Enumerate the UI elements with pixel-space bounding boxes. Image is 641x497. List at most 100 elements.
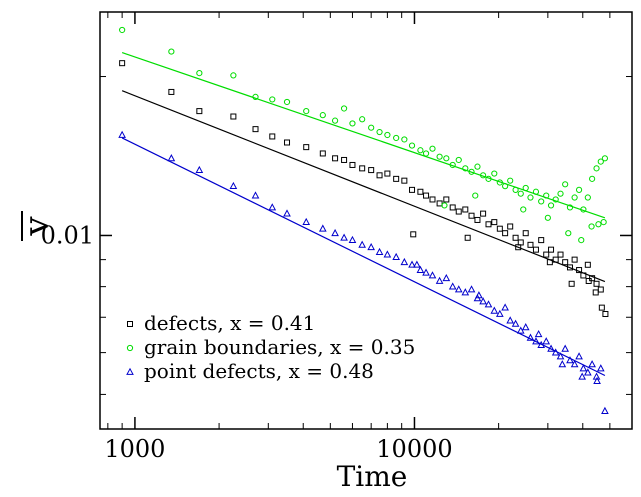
data-point-series-1 xyxy=(340,105,348,112)
data-point-series-2 xyxy=(118,130,126,138)
data-point-series-2 xyxy=(526,333,535,341)
fit-line-series-0 xyxy=(121,90,606,283)
data-point-series-2 xyxy=(454,285,463,293)
data-point-series-2 xyxy=(579,364,588,372)
data-point-series-2 xyxy=(511,319,520,327)
data-point-series-2 xyxy=(229,181,238,190)
data-point-series-1 xyxy=(544,214,551,221)
data-point-series-0 xyxy=(480,210,487,217)
data-point-series-1 xyxy=(480,172,487,179)
data-point-series-0 xyxy=(576,267,583,274)
data-point-series-2 xyxy=(484,300,493,308)
data-point-series-0 xyxy=(517,239,524,246)
data-point-series-0 xyxy=(584,261,591,268)
data-point-series-2 xyxy=(400,257,409,266)
data-point-series-2 xyxy=(506,316,515,324)
data-point-series-1 xyxy=(359,116,366,123)
data-point-series-2 xyxy=(251,191,260,199)
data-point-series-1 xyxy=(547,202,555,209)
data-point-series-1 xyxy=(429,145,436,152)
data-point-series-0 xyxy=(269,133,276,140)
data-point-series-2 xyxy=(583,368,592,376)
data-point-series-2 xyxy=(542,337,551,345)
data-point-series-1 xyxy=(588,223,595,230)
data-point-series-1 xyxy=(401,136,408,143)
data-point-series-1 xyxy=(496,179,503,186)
data-point-series-2 xyxy=(283,209,291,217)
data-point-series-0 xyxy=(602,311,609,318)
data-point-series-0 xyxy=(562,259,569,266)
data-point-series-1 xyxy=(449,161,456,169)
data-point-series-0 xyxy=(592,289,599,296)
data-point-series-1 xyxy=(517,190,524,197)
data-point-series-0 xyxy=(376,172,383,179)
data-point-series-0 xyxy=(417,188,424,195)
x-axis-title: Time xyxy=(337,460,408,493)
data-point-series-2 xyxy=(340,233,348,241)
data-point-series-2 xyxy=(575,352,583,360)
data-point-series-0 xyxy=(485,221,492,228)
data-point-series-0 xyxy=(580,272,587,279)
data-point-series-2 xyxy=(596,364,605,372)
legend-label-series-2: point defects, x = 0.48 xyxy=(144,359,374,383)
data-point-series-2 xyxy=(435,276,444,284)
data-point-series-2 xyxy=(566,356,574,364)
data-point-series-1 xyxy=(562,181,569,188)
data-point-series-2 xyxy=(375,247,384,256)
data-point-series-2 xyxy=(392,252,400,260)
data-point-series-1 xyxy=(595,221,602,228)
data-point-series-1 xyxy=(538,198,545,205)
data-point-series-0 xyxy=(196,108,203,115)
data-point-series-0 xyxy=(462,206,469,213)
plot-frame xyxy=(99,11,633,430)
data-point-series-0 xyxy=(548,246,555,253)
data-point-series-0 xyxy=(384,170,391,177)
data-point-series-1 xyxy=(571,194,578,201)
y-axis-title-text: v xyxy=(17,216,57,237)
data-point-series-1 xyxy=(283,98,291,106)
data-point-series-1 xyxy=(319,112,326,119)
data-point-series-0 xyxy=(593,280,600,287)
data-point-series-2 xyxy=(367,242,376,251)
data-point-series-0 xyxy=(168,88,175,95)
x-tick-label: 1000 xyxy=(104,435,165,463)
data-point-series-1 xyxy=(527,194,534,201)
data-point-series-0 xyxy=(423,192,430,199)
data-point-series-0 xyxy=(515,244,522,251)
data-point-series-1 xyxy=(507,177,514,184)
data-point-series-1 xyxy=(422,150,430,157)
data-point-series-2 xyxy=(601,406,609,414)
data-point-series-2 xyxy=(461,288,470,296)
data-point-series-1 xyxy=(597,158,604,165)
data-point-series-1 xyxy=(349,120,356,127)
data-point-series-1 xyxy=(393,134,400,142)
data-point-series-0 xyxy=(349,161,356,168)
data-point-series-1 xyxy=(580,206,587,213)
data-point-series-1 xyxy=(491,170,498,177)
data-point-series-0 xyxy=(571,256,578,263)
data-point-series-2 xyxy=(318,224,327,232)
data-markers xyxy=(118,26,609,414)
data-point-series-2 xyxy=(593,376,601,384)
data-point-series-1 xyxy=(384,131,391,139)
data-point-series-1 xyxy=(303,108,310,115)
data-point-series-2 xyxy=(475,291,483,299)
data-point-series-1 xyxy=(408,142,416,149)
data-point-series-1 xyxy=(441,202,448,209)
data-point-series-2 xyxy=(331,228,339,237)
x-minor-ticks xyxy=(107,12,611,429)
data-point-series-2 xyxy=(428,271,437,279)
data-point-series-1 xyxy=(485,175,492,182)
data-point-series-2 xyxy=(537,340,546,348)
legend-label-series-0: defects, x = 0.41 xyxy=(144,311,315,335)
data-point-series-1 xyxy=(443,155,450,162)
data-point-series-0 xyxy=(284,139,291,146)
data-point-series-0 xyxy=(409,186,416,193)
data-point-series-0 xyxy=(230,113,237,120)
data-point-series-0 xyxy=(502,230,509,237)
data-point-series-2 xyxy=(413,260,421,268)
data-point-series-2 xyxy=(501,303,509,311)
data-point-series-2 xyxy=(534,329,543,338)
data-point-series-2 xyxy=(521,323,530,331)
